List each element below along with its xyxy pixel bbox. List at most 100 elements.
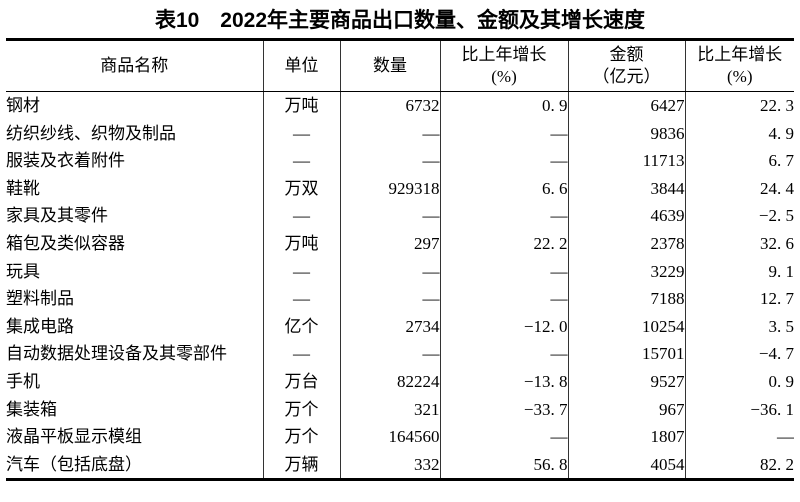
export-commodity-table: 商品名称 单位 数量 比上年增长 (%) 金额 （亿元） 比上年增长 (%) 钢… [6,38,794,482]
table-row: 鞋靴 万双 929318 6. 6 3844 24. 4 [6,174,794,203]
cell-commodity: 塑料制品 [6,289,74,309]
cell-commodity: 玩具 [6,261,40,281]
col-header-unit: 单位 [262,39,340,92]
cell-commodity: 鞋靴 [6,178,40,198]
cell-amount: 3229 [567,257,685,286]
table-row: 集装箱 万个 321 −33. 7 967 −36. 1 [6,395,794,424]
cell-amount: 3844 [567,174,685,203]
cell-amount-growth: 0. 9 [684,367,794,396]
cell-commodity: 自动数据处理设备及其零部件 [6,344,227,364]
cell-amount: 10254 [567,312,685,341]
cell-amount-growth: — [684,423,794,451]
cell-commodity: 纺织纱线、织物及制品 [6,123,176,143]
col-header-amount: 金额 （亿元） [567,39,685,92]
cell-amount-growth: 12. 7 [684,285,794,313]
cell-commodity: 钢材 [6,96,40,115]
cell-amount-growth: 6. 7 [684,147,794,175]
table-row: 纺织纱线、织物及制品 — — — 9836 4. 9 [6,119,794,148]
cell-amount: 2378 [567,229,685,258]
cell-quantity: 2734 [339,312,440,341]
cell-amount: 9836 [567,119,685,148]
cell-amount: 4639 [567,202,685,230]
cell-amount-growth: −2. 5 [684,202,794,230]
table-row: 液晶平板显示模组 万个 164560 — 1807 — [6,423,794,451]
cell-amount: 4054 [567,450,685,480]
table-title: 表10 2022年主要商品出口数量、金额及其增长速度 [154,9,646,32]
col-header-amount-growth: 比上年增长 (%) [684,39,794,92]
cell-amount: 15701 [567,340,685,368]
table-row: 汽车（包括底盘） 万辆 332 56. 8 4054 82. 2 [6,450,794,480]
table-header: 商品名称 单位 数量 比上年增长 (%) 金额 （亿元） 比上年增长 (%) [6,39,794,92]
cell-amount: 9527 [567,367,685,396]
cell-amount-growth: 32. 6 [684,229,794,258]
cell-quantity-growth: — [439,285,568,313]
cell-amount: 6427 [567,91,685,120]
cell-commodity: 集装箱 [6,399,57,419]
cell-amount: 967 [567,395,685,424]
cell-amount-growth: 24. 4 [684,174,794,203]
table-body: 钢材 万吨 6732 0. 9 6427 22. 3 纺织纱线、织物及制品 — … [6,91,794,480]
cell-quantity-growth: — [439,147,568,175]
cell-unit: — [262,340,340,368]
cell-amount-growth: 22. 3 [684,91,794,120]
cell-quantity-growth: −12. 0 [439,312,568,341]
cell-unit: 万吨 [262,91,340,120]
cell-quantity-growth: — [439,423,568,451]
cell-amount: 11713 [567,147,685,175]
cell-quantity: — [339,119,440,148]
cell-unit: — [262,119,340,148]
col-header-amount-line1: 金额 [609,45,644,64]
cell-unit: — [262,257,340,286]
cell-quantity-growth: 6. 6 [439,174,568,203]
cell-unit: — [262,202,340,230]
cell-unit: 万个 [262,423,340,451]
cell-quantity: 82224 [339,367,440,396]
col-header-quantity-growth-line2: (%) [491,67,517,86]
cell-commodity: 手机 [6,371,40,391]
cell-quantity: — [339,202,440,230]
cell-quantity-growth: −33. 7 [439,395,568,424]
cell-amount-growth: −36. 1 [684,395,794,424]
cell-unit: 亿个 [262,312,340,341]
cell-quantity: 164560 [339,423,440,451]
cell-quantity: — [339,340,440,368]
col-header-quantity-growth-line1: 比上年增长 [461,45,547,64]
cell-amount: 1807 [567,423,685,451]
cell-quantity: — [339,285,440,313]
table-row: 钢材 万吨 6732 0. 9 6427 22. 3 [6,91,794,120]
cell-commodity: 家具及其零件 [6,206,108,226]
cell-quantity: 321 [339,395,440,424]
cell-commodity: 汽车（包括底盘） [6,454,142,474]
table-row: 家具及其零件 — — — 4639 −2. 5 [6,202,794,230]
table-row: 服装及衣着附件 — — — 11713 6. 7 [6,147,794,175]
cell-quantity: 929318 [339,174,440,203]
cell-quantity-growth: 22. 2 [439,229,568,258]
cell-unit: — [262,147,340,175]
col-header-amount-growth-line2: (%) [727,67,753,86]
cell-quantity: — [339,147,440,175]
col-header-amount-growth-line1: 比上年增长 [697,45,783,64]
table-row: 手机 万台 82224 −13. 8 9527 0. 9 [6,367,794,396]
table-row: 集成电路 亿个 2734 −12. 0 10254 3. 5 [6,312,794,341]
cell-quantity-growth: — [439,340,568,368]
cell-commodity: 服装及衣着附件 [6,151,125,171]
cell-amount-growth: 4. 9 [684,119,794,148]
header-row: 商品名称 单位 数量 比上年增长 (%) 金额 （亿元） 比上年增长 (%) [6,39,794,92]
col-header-quantity-growth: 比上年增长 (%) [439,39,568,92]
cell-quantity-growth: −13. 8 [439,367,568,396]
cell-quantity: 6732 [339,91,440,120]
cell-amount: 7188 [567,285,685,313]
col-header-quantity: 数量 [339,39,440,92]
cell-quantity-growth: 0. 9 [439,91,568,120]
cell-unit: 万个 [262,395,340,424]
cell-unit: 万台 [262,367,340,396]
cell-commodity: 集成电路 [6,316,74,336]
col-header-amount-line2: （亿元） [592,67,661,86]
cell-quantity: 297 [339,229,440,258]
table-row: 玩具 — — — 3229 9. 1 [6,257,794,286]
cell-quantity: — [339,257,440,286]
cell-unit: 万双 [262,174,340,203]
cell-amount-growth: 82. 2 [684,450,794,480]
table-row: 箱包及类似容器 万吨 297 22. 2 2378 32. 6 [6,229,794,258]
cell-quantity-growth: — [439,119,568,148]
